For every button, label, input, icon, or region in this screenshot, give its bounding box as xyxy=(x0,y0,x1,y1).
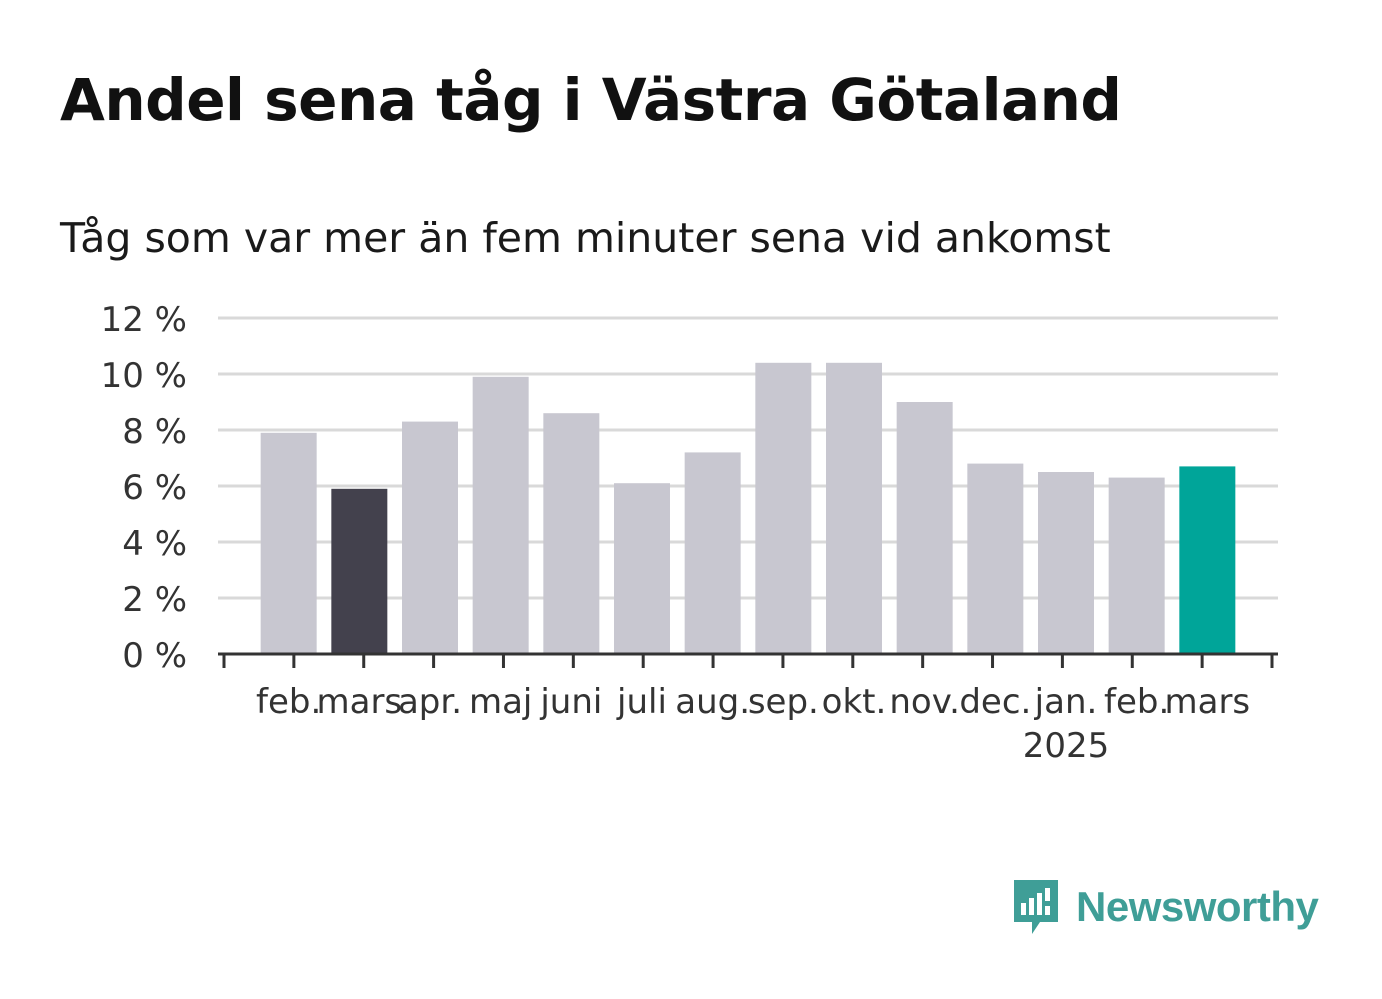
bar-feb-0 xyxy=(260,432,317,654)
x-tick-label: feb. xyxy=(1104,682,1169,722)
bar-jan-11 xyxy=(1038,472,1094,654)
chart-subtitle: Tåg som var mer än fem minuter sena vid … xyxy=(60,214,1111,262)
bar-dec-10 xyxy=(967,463,1024,654)
x-tick-label: juli xyxy=(616,682,667,722)
x-tick-label: feb. xyxy=(256,682,321,722)
y-tick-label: 2 % xyxy=(122,580,187,620)
x-tick-label: mars xyxy=(1165,682,1251,722)
y-tick-label: 4 % xyxy=(122,524,187,564)
brand-name: Newsworthy xyxy=(1076,883,1319,930)
bar-feb-12 xyxy=(1108,477,1165,654)
bar-apr-2 xyxy=(402,421,458,654)
y-tick-label: 12 % xyxy=(101,300,187,340)
x-tick-label: maj xyxy=(469,682,532,722)
x-tick-label: aug. xyxy=(675,682,750,722)
bar-juni-4 xyxy=(543,413,600,654)
x-tick-label: nov. xyxy=(889,682,960,722)
x-tick-label: okt. xyxy=(822,682,887,722)
bar-mars-1 xyxy=(331,488,388,654)
newsworthy-logo-icon xyxy=(1014,880,1058,934)
y-tick-label: 10 % xyxy=(101,356,187,396)
bar-nov-9 xyxy=(896,402,953,654)
bar-maj-3 xyxy=(472,376,529,654)
bar-okt-8 xyxy=(826,362,882,654)
x-tick-label: juni xyxy=(539,682,602,722)
x-tick-label: apr. xyxy=(398,682,462,722)
x-tick-label: dec. xyxy=(959,682,1031,722)
bar-sep-7 xyxy=(755,362,812,654)
x-tick-label: jan. xyxy=(1034,682,1098,722)
newsworthy-brand: Newsworthy xyxy=(1010,876,1319,938)
y-tick-label: 0 % xyxy=(122,636,187,676)
bar-juli-5 xyxy=(614,483,670,654)
bar-mars-13 xyxy=(1179,466,1236,654)
y-tick-label: 6 % xyxy=(122,468,187,508)
x-tick-label: sep. xyxy=(748,682,819,722)
y-tick-label: 8 % xyxy=(122,412,187,452)
chart-title: Andel sena tåg i Västra Götaland xyxy=(60,66,1122,134)
bar-aug-6 xyxy=(684,452,741,654)
x-tick-label: mars xyxy=(317,682,403,722)
x-year-label: 2025 xyxy=(1023,726,1110,766)
